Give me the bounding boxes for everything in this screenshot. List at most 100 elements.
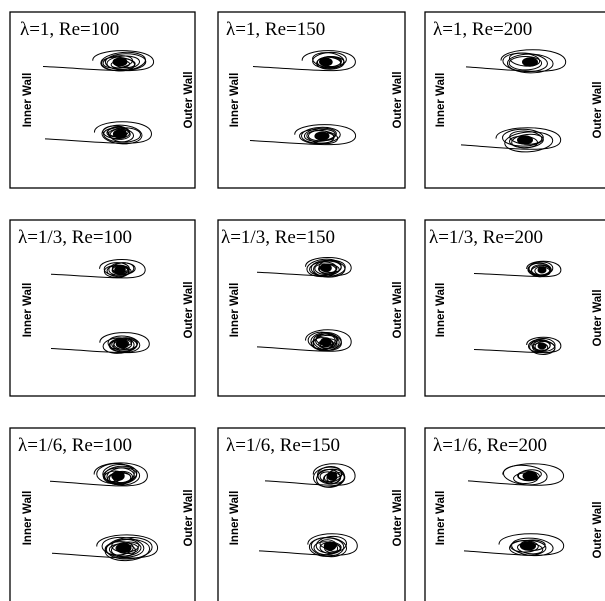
vortex-loop [502, 52, 548, 73]
vortex-core [115, 339, 129, 349]
vortex-core [520, 541, 536, 551]
spiral-arm [50, 259, 146, 279]
vortex-loop [318, 264, 340, 275]
upper-vortex-trace [256, 257, 352, 278]
panel-r1c2: λ=1, Re=150 Inner Wall Outer Wall [217, 11, 406, 189]
spiral-arm [252, 50, 356, 72]
vortex-core [112, 129, 128, 139]
vortex-loop [104, 465, 141, 486]
panel-frame [424, 11, 605, 189]
panel-title: λ=1/3, Re=200 [429, 227, 543, 248]
panel-frame [217, 427, 406, 601]
panel-frame [9, 219, 196, 397]
inner-wall-label: Inner Wall [229, 283, 241, 338]
vortex-loop [307, 129, 336, 142]
panel-frame [424, 427, 605, 601]
vortex-loop [315, 535, 348, 554]
vortex-loop [111, 338, 133, 350]
outer-wall-label: Outer Wall [183, 71, 195, 128]
vortex-loop [504, 131, 554, 153]
upper-vortex-trace [42, 50, 155, 72]
spiral-arm [42, 50, 155, 72]
outer-wall-label: Outer Wall [392, 71, 404, 128]
outer-wall-label: Outer Wall [592, 289, 604, 346]
vortex-loop [107, 128, 131, 140]
panel-r1c1: λ=1, Re=100 Inner Wall Outer Wall [9, 11, 196, 189]
vortex-loop [107, 335, 141, 353]
inner-wall-label: Inner Wall [435, 491, 447, 546]
vortex-loop [101, 536, 145, 558]
vortex-loop [508, 55, 543, 71]
inner-wall-label: Inner Wall [435, 73, 447, 128]
lower-vortex-trace [256, 329, 352, 352]
inner-wall-label: Inner Wall [435, 283, 447, 338]
panel-r3c2: λ=1/6, Re=150 Inner Wall Outer Wall [217, 427, 406, 601]
vortex-core [111, 471, 125, 481]
vortex-loop [310, 537, 348, 558]
inner-wall-label: Inner Wall [22, 73, 34, 128]
lower-vortex-trace [51, 534, 159, 562]
vortex-loop [307, 331, 338, 350]
panel-frame [217, 11, 406, 189]
inner-wall-label: Inner Wall [22, 283, 34, 338]
panel-frame [9, 11, 196, 189]
vortex-loop [502, 128, 544, 147]
spiral-arm [256, 257, 352, 277]
lower-vortex-trace [50, 332, 150, 354]
lower-vortex-trace [463, 533, 565, 557]
vortex-core [537, 342, 547, 350]
outer-wall-label: Outer Wall [392, 489, 404, 546]
vortex-loop [316, 56, 342, 69]
outer-wall-label: Outer Wall [592, 81, 604, 138]
vortex-core [320, 337, 332, 347]
spiral-arm [264, 463, 356, 486]
outer-wall-label: Outer Wall [392, 281, 404, 338]
vortex-loop [102, 467, 135, 485]
panel-r3c3: λ=1/6, Re=200 Inner Wall Outer Wall [424, 427, 605, 601]
vortex-core [522, 57, 538, 67]
lower-vortex-trace [460, 127, 562, 153]
vortex-core [522, 471, 538, 481]
panel-title: λ=1/3, Re=100 [18, 227, 132, 248]
spiral-arm [473, 336, 562, 354]
vortex-loop [108, 262, 135, 276]
vortex-loop [313, 541, 339, 556]
vortex-loop [300, 126, 341, 144]
upper-vortex-trace [252, 50, 356, 72]
vortex-core [517, 135, 533, 145]
panel-frame [217, 219, 406, 397]
lower-vortex-trace [473, 336, 562, 355]
panel-title: λ=1, Re=100 [20, 19, 119, 40]
panel-title: λ=1/6, Re=200 [433, 435, 547, 456]
spiral-arm [463, 533, 565, 556]
panel-frame [9, 427, 196, 601]
vortex-loop [104, 541, 134, 556]
vortex-loop [104, 53, 147, 71]
lower-vortex-trace [44, 121, 153, 145]
panel-title: λ=1/6, Re=150 [226, 435, 340, 456]
vortex-loop [316, 55, 345, 70]
panel-title: λ=1, Re=200 [433, 19, 532, 40]
vortex-loop [310, 259, 346, 278]
spiral-arm [465, 49, 567, 72]
lower-vortex-trace [249, 124, 357, 146]
inner-wall-label: Inner Wall [22, 491, 34, 546]
upper-vortex-trace [264, 463, 356, 488]
spiral-arm [249, 124, 357, 146]
vortex-loop [101, 124, 143, 145]
vortex-loop [502, 464, 548, 486]
vortex-core [114, 265, 126, 275]
panel-r2c3: λ=1/3, Re=200 Inner Wall Outer Wall [424, 219, 605, 397]
spiral-arm [49, 462, 148, 487]
vortex-core [320, 263, 332, 273]
outer-wall-label: Outer Wall [183, 281, 195, 338]
panel-r2c2: λ=1/3, Re=150 Inner Wall Outer Wall [217, 219, 406, 397]
inner-wall-label: Inner Wall [229, 73, 241, 128]
vortex-loop [105, 536, 153, 560]
upper-vortex-trace [465, 49, 567, 74]
panel-title: λ=1, Re=150 [226, 19, 325, 40]
inner-wall-label: Inner Wall [229, 491, 241, 546]
spiral-arm [50, 332, 150, 354]
vortex-core [116, 543, 132, 553]
vortex-core [314, 131, 330, 141]
